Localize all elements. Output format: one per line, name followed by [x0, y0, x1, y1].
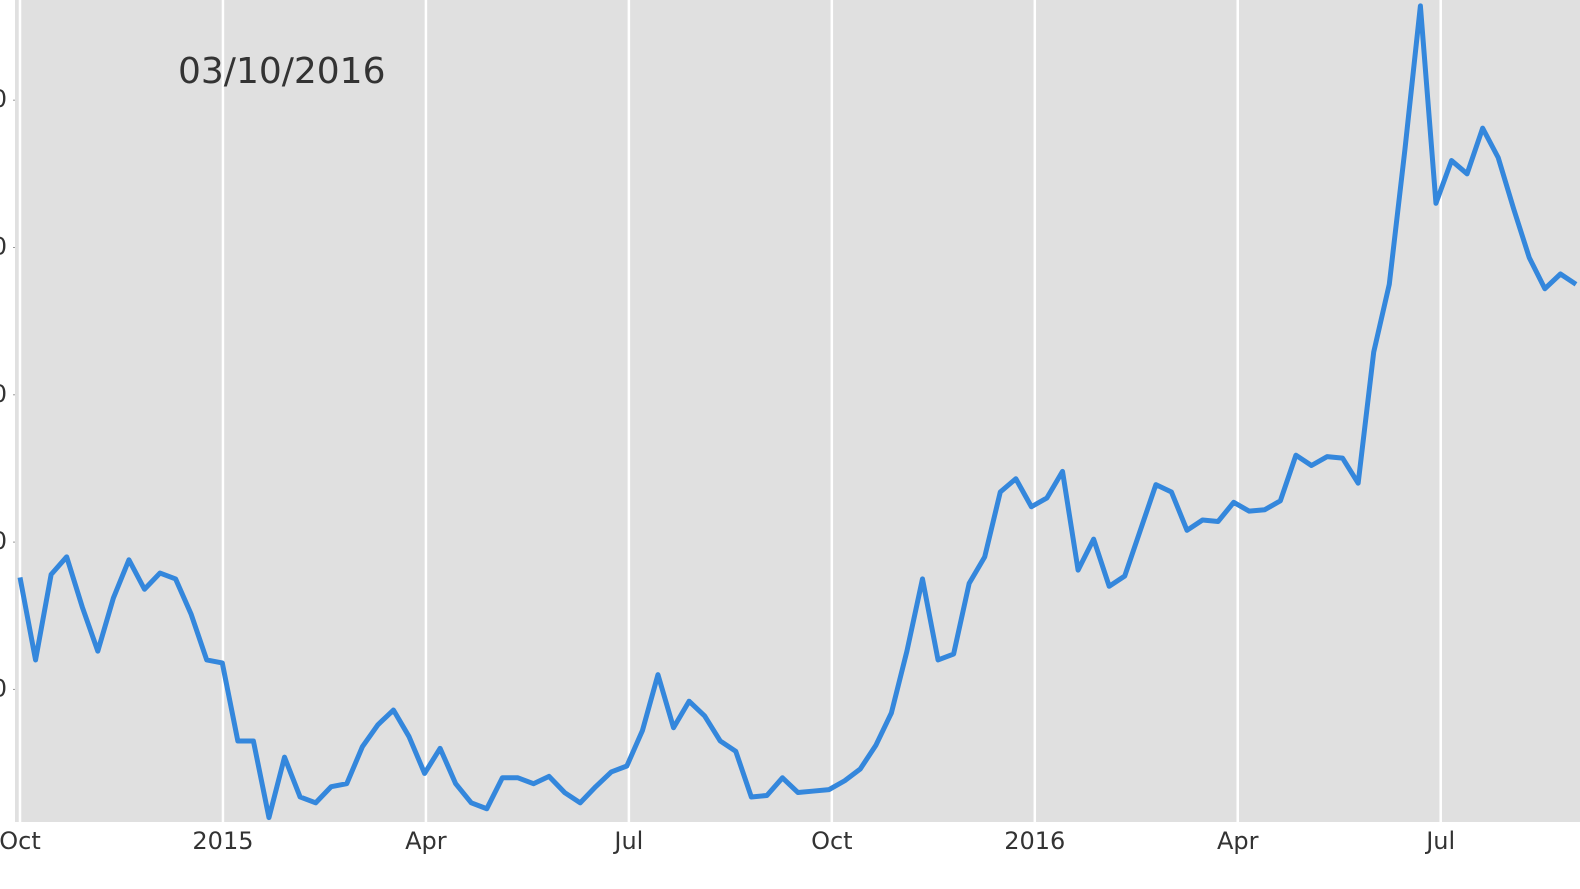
- y-tick-label: 700: [0, 85, 7, 113]
- annotation: 03/10/2016: [178, 51, 386, 92]
- x-tick-label: Apr: [405, 827, 447, 855]
- marks: [17, 3, 1578, 821]
- x-tick-label: Jul: [612, 827, 643, 855]
- x-tick-label: Jul: [1424, 827, 1455, 855]
- x-tick-label: Oct: [0, 827, 41, 855]
- grid: [18, 0, 1442, 822]
- y-tick-label: 400: [0, 527, 7, 555]
- x-tick-label: Apr: [1217, 827, 1259, 855]
- y-tick-label: 600: [0, 232, 7, 260]
- line: [17, 3, 1578, 821]
- x-tick-label: Oct: [811, 827, 853, 855]
- x-tick-label: 2016: [1004, 827, 1065, 855]
- y-tick-label: 300: [0, 674, 7, 702]
- y-tick-label: 500: [0, 380, 7, 408]
- x-tick-label: 2015: [192, 827, 253, 855]
- plot-area: [15, 0, 1580, 822]
